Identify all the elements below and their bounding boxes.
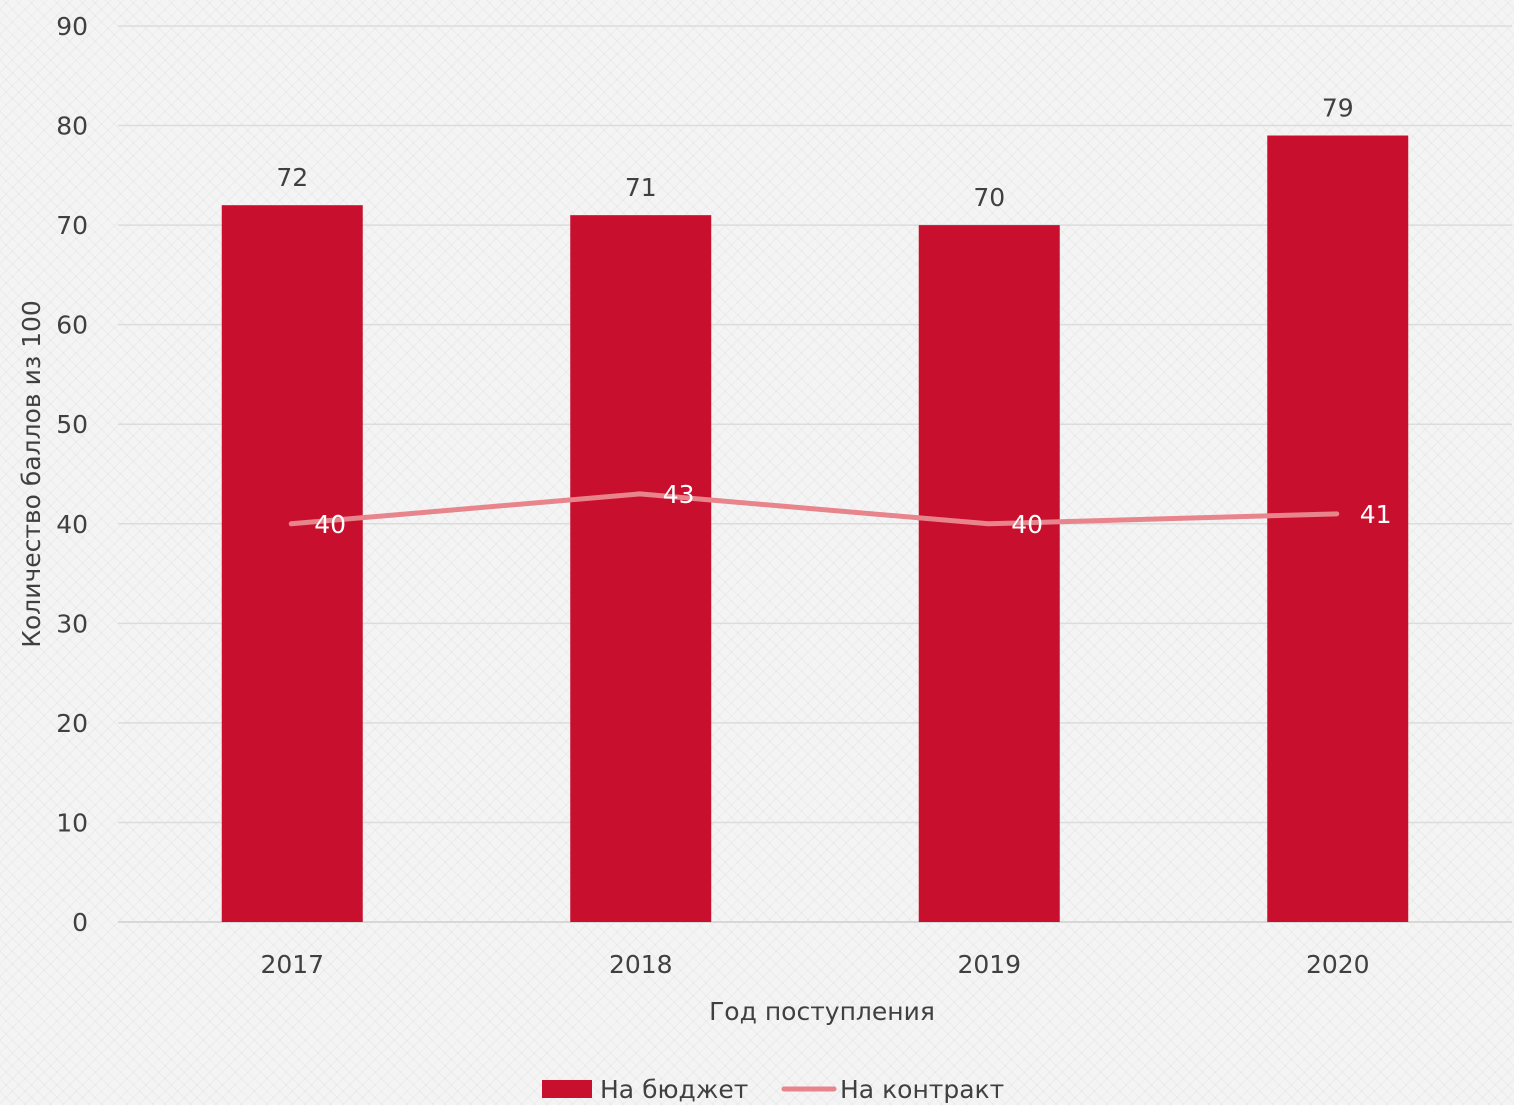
x-tick-label-2020: 2020	[1306, 950, 1370, 979]
y-axis-ticks: 0 10 20 30 40 50 60 70 80 90	[56, 12, 88, 937]
y-tick-label-20: 20	[56, 709, 88, 738]
bar-2017	[221, 205, 363, 922]
x-axis-ticks: 2017 2018 2019 2020	[260, 950, 1369, 979]
x-tick-label-2018: 2018	[609, 950, 673, 979]
legend-label-contract: На контракт	[840, 1075, 1004, 1104]
legend: На бюджет На контракт	[542, 1075, 1004, 1104]
bar-data-label-2017: 72	[276, 163, 308, 192]
line-data-label-2020: 41	[1360, 500, 1392, 529]
x-tick-label-2019: 2019	[957, 950, 1021, 979]
y-tick-label-0: 0	[72, 908, 88, 937]
bar-data-label-2020: 79	[1322, 94, 1354, 123]
y-tick-label-80: 80	[56, 112, 88, 141]
y-tick-label-10: 10	[56, 808, 88, 837]
line-data-label-2018: 43	[663, 480, 695, 509]
bar-2018	[570, 215, 712, 923]
y-axis-title: Количество баллов из 100	[17, 300, 46, 648]
bar-data-labels: 72 71 70 79	[276, 94, 1353, 213]
x-tick-label-2017: 2017	[260, 950, 324, 979]
legend-swatch-budget	[542, 1080, 592, 1098]
bar-2020	[1267, 135, 1409, 922]
bar-series	[221, 135, 1409, 923]
bar-2019	[918, 225, 1060, 923]
x-axis-title: Год поступления	[709, 997, 935, 1026]
bar-data-label-2019: 70	[973, 183, 1005, 212]
y-tick-label-60: 60	[56, 311, 88, 340]
y-tick-label-30: 30	[56, 609, 88, 638]
bar-data-label-2018: 71	[625, 173, 657, 202]
y-tick-label-90: 90	[56, 12, 88, 41]
legend-label-budget: На бюджет	[600, 1075, 748, 1104]
y-tick-label-40: 40	[56, 510, 88, 539]
line-data-labels: 40 43 40 41	[314, 480, 1391, 539]
y-tick-label-50: 50	[56, 410, 88, 439]
contract-line	[288, 491, 1340, 527]
line-data-label-2017: 40	[314, 510, 346, 539]
line-series	[288, 491, 1340, 527]
y-tick-label-70: 70	[56, 211, 88, 240]
line-data-label-2019: 40	[1011, 510, 1043, 539]
